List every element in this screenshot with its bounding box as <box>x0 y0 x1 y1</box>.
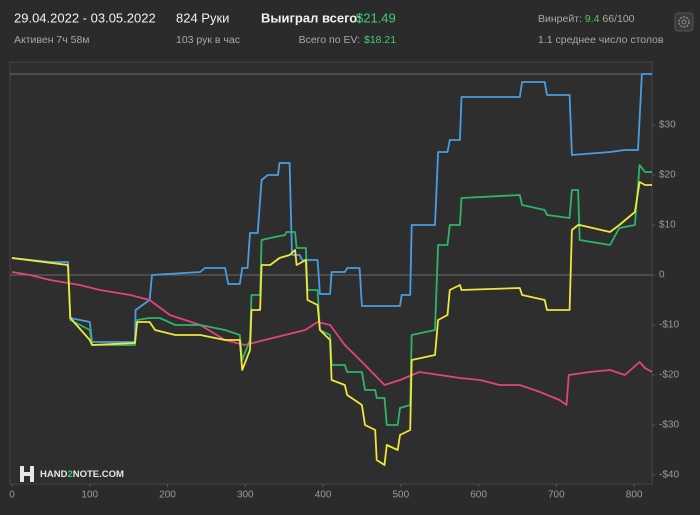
x-tick-label: 200 <box>159 490 176 501</box>
ev-value: $18.21 <box>364 34 396 46</box>
x-tick-label: 600 <box>470 490 487 501</box>
plot-marks <box>10 73 655 487</box>
settings-gear[interactable] <box>678 16 690 28</box>
y-tick-label: -$40 <box>659 470 679 481</box>
y-tick-label: -$10 <box>659 320 679 331</box>
x-tick-label: 500 <box>392 490 409 501</box>
active-time: Активен 7ч 58м <box>14 34 90 46</box>
x-tick-label: 100 <box>81 490 98 501</box>
series-line <box>11 181 652 466</box>
series-line <box>11 271 653 406</box>
settings-button[interactable] <box>674 12 694 32</box>
winrate-value: 9.4 <box>585 13 600 25</box>
avg-tables: 1.1 среднее число столов <box>538 34 664 46</box>
logo-prefix: HAND <box>40 469 68 480</box>
logo-accent: 2 <box>67 469 72 480</box>
period: 29.04.2022 - 03.05.2022 <box>14 10 156 25</box>
y-tick-label: $10 <box>659 220 676 231</box>
x-tick-label: 300 <box>237 490 254 501</box>
x-tick-label: 800 <box>626 490 643 501</box>
winrate-label: Винрейт: <box>538 13 582 25</box>
hands-per-hour: 103 рук в час <box>176 34 240 46</box>
hands: 824 Руки <box>176 10 229 25</box>
won-label: Выиграл всего: <box>261 10 362 25</box>
series-line <box>11 73 652 343</box>
winrate-unit: 66/100 <box>602 13 634 25</box>
ev-label: Всего по EV: <box>299 34 360 46</box>
winrate: Винрейт: 9.4 66/100 <box>538 13 635 25</box>
logo-icon <box>20 466 34 482</box>
x-tick-label: 0 <box>9 490 15 501</box>
y-tick-label: 0 <box>659 270 665 281</box>
x-tick-label: 400 <box>315 490 332 501</box>
logo-suffix: NOTE.COM <box>73 469 124 480</box>
settings-gear-center[interactable] <box>681 19 687 25</box>
y-tick-label: $20 <box>659 170 676 181</box>
settings-box[interactable] <box>674 12 694 32</box>
logo-text: HAND2NOTE.COM <box>40 469 124 480</box>
y-tick-label: -$20 <box>659 370 679 381</box>
logo: HAND2NOTE.COM <box>20 466 124 482</box>
y-tick-label: -$30 <box>659 420 679 431</box>
series-line <box>11 164 652 426</box>
y-tick-label: $30 <box>659 120 676 131</box>
x-tick-label: 700 <box>548 490 565 501</box>
won-value: $21.49 <box>356 10 396 25</box>
